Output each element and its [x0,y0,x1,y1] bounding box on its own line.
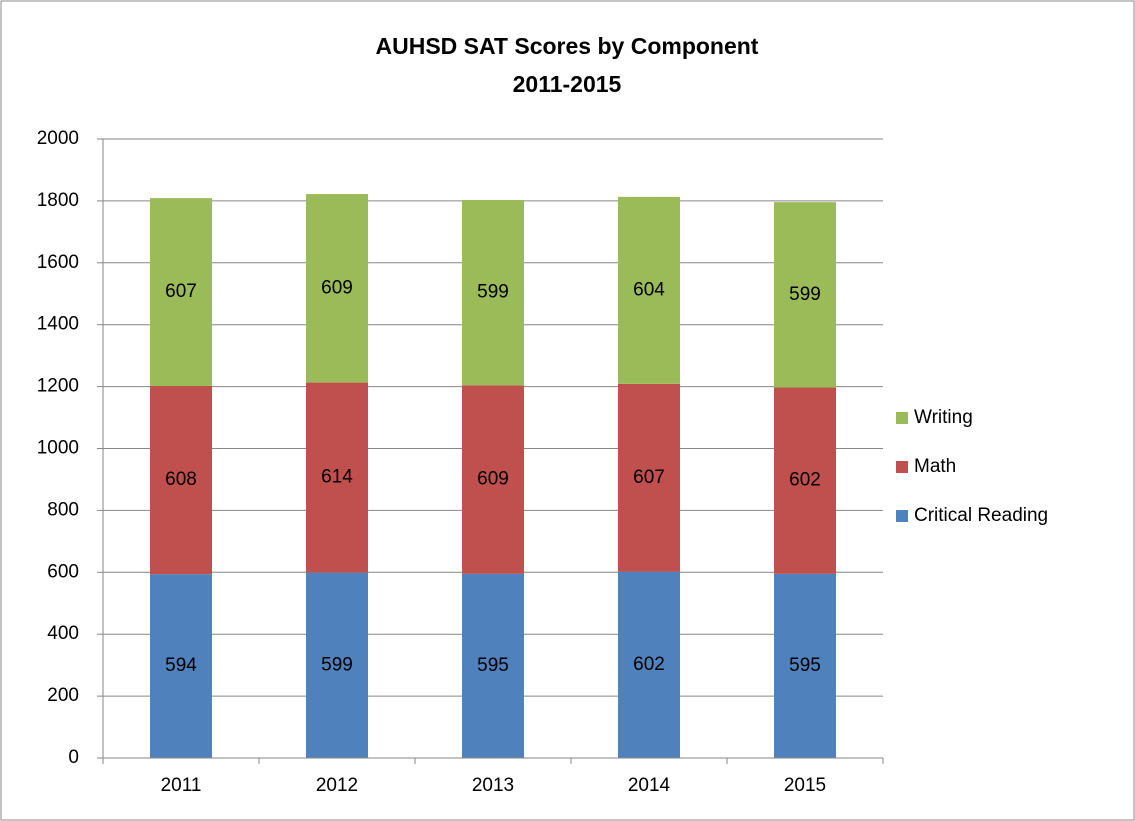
data-label: 595 [477,655,509,676]
data-label: 604 [633,279,665,300]
data-label: 595 [789,655,821,676]
bar-segment [774,202,836,388]
data-label: 599 [477,282,509,303]
data-label: 602 [633,654,665,675]
chart-title: AUHSD SAT Scores by Component [376,33,759,59]
data-label: 594 [165,655,197,676]
y-tick-label: 200 [47,685,79,706]
legend-swatch [896,412,908,424]
legend-swatch [896,461,908,473]
data-label: 608 [165,469,197,490]
bar-segment [462,573,524,758]
bar-segment [618,383,680,572]
bar-segment [306,572,368,758]
legend-label: Critical Reading [914,505,1048,526]
bar-segment [462,385,524,574]
bar-segment [306,382,368,573]
bar-segment [618,571,680,758]
data-label: 614 [321,467,353,488]
bar-segment [150,385,212,575]
data-label: 607 [633,467,665,488]
data-label: 609 [321,277,353,298]
x-tick-label: 2011 [161,775,202,796]
y-tick-label: 400 [47,623,79,644]
x-tick-label: 2013 [472,775,514,796]
bar-segment [774,387,836,574]
chart-subtitle: 2011-2015 [513,71,622,97]
legend-label: Writing [914,407,973,428]
y-tick-label: 600 [47,561,79,582]
bar-segment [462,199,524,386]
y-tick-label: 1000 [37,438,79,459]
legend-label: Math [914,456,956,477]
y-tick-label: 800 [47,499,79,520]
x-tick-label: 2015 [784,775,826,796]
legend-swatch [896,510,908,522]
x-tick-label: 2014 [628,775,671,796]
data-label: 602 [789,470,821,491]
bar-segment [306,194,368,383]
bar-segment [618,196,680,384]
y-tick-label: 2000 [37,128,79,149]
data-label: 609 [477,469,509,490]
data-label: 599 [321,654,353,675]
bar-segment [774,573,836,758]
bar-segment [150,574,212,758]
y-tick-label: 1800 [37,190,79,211]
y-tick-label: 1600 [37,252,79,273]
data-label: 599 [789,284,821,305]
bar-segment [150,198,212,386]
y-tick-label: 1400 [37,314,79,335]
y-tick-label: 1200 [37,376,79,397]
x-tick-label: 2012 [316,775,358,796]
data-label: 607 [165,281,197,302]
y-tick-label: 0 [68,747,79,768]
